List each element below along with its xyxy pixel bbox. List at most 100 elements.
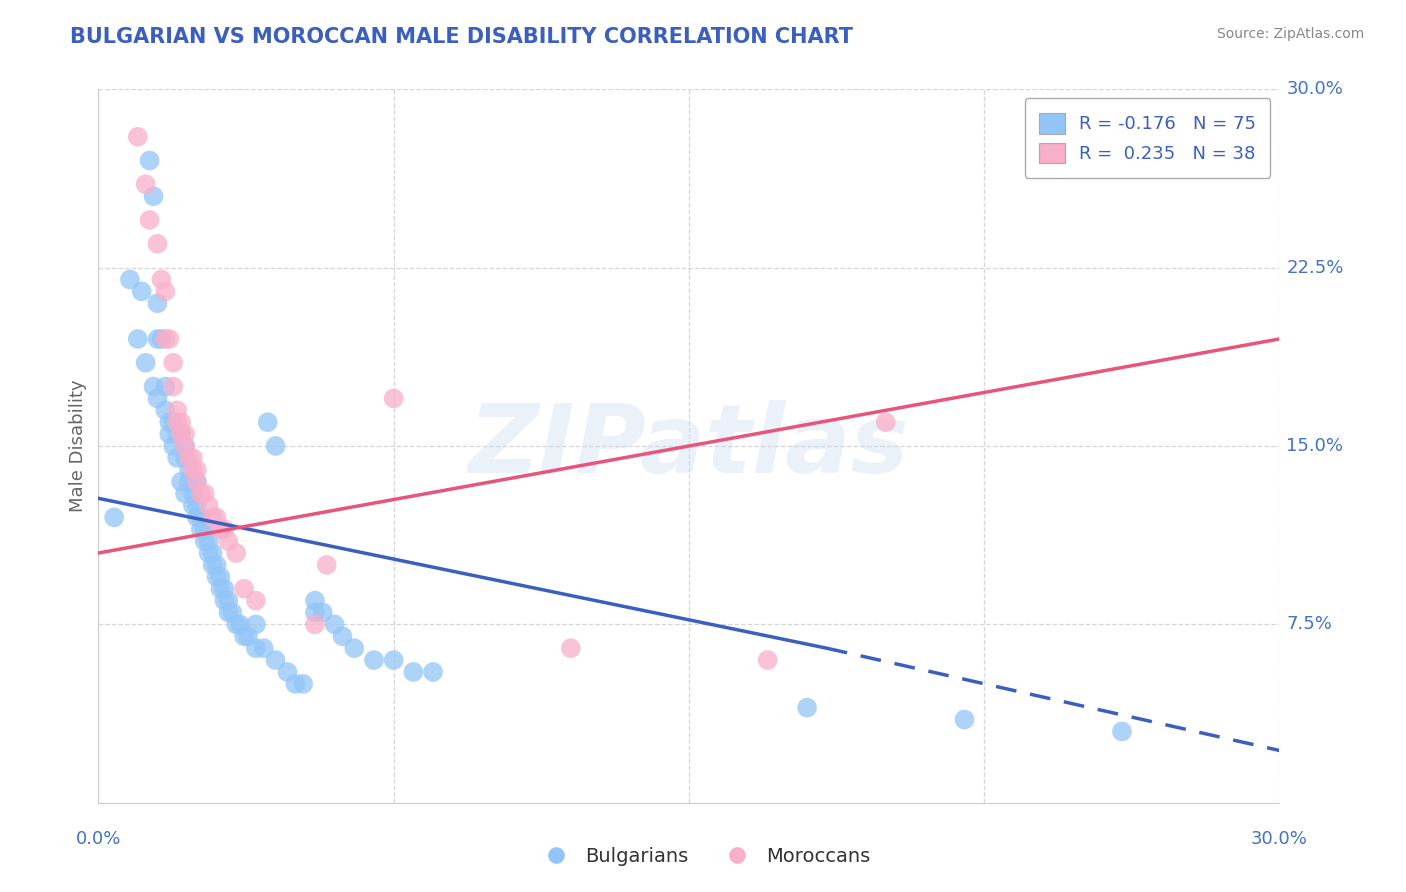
Point	[332, 629, 354, 643]
Point	[162, 439, 184, 453]
Point	[304, 593, 326, 607]
Point	[209, 582, 232, 596]
Point	[142, 379, 165, 393]
Point	[221, 606, 243, 620]
Point	[155, 379, 177, 393]
Point	[276, 665, 298, 679]
Point	[233, 582, 256, 596]
Point	[201, 546, 224, 560]
Point	[174, 450, 197, 465]
Point	[150, 272, 173, 286]
Point	[225, 546, 247, 560]
Point	[170, 415, 193, 429]
Point	[402, 665, 425, 679]
Point	[756, 653, 779, 667]
Point	[205, 510, 228, 524]
Point	[422, 665, 444, 679]
Point	[217, 606, 239, 620]
Point	[138, 153, 160, 168]
Y-axis label: Male Disability: Male Disability	[69, 380, 87, 512]
Point	[343, 641, 366, 656]
Point	[236, 629, 259, 643]
Point	[118, 272, 141, 286]
Point	[186, 510, 208, 524]
Point	[245, 593, 267, 607]
Point	[209, 522, 232, 536]
Point	[245, 617, 267, 632]
Point	[155, 332, 177, 346]
Point	[245, 641, 267, 656]
Point	[796, 700, 818, 714]
Point	[170, 427, 193, 442]
Point	[264, 439, 287, 453]
Point	[253, 641, 276, 656]
Point	[146, 332, 169, 346]
Point	[166, 427, 188, 442]
Point	[127, 129, 149, 144]
Point	[225, 617, 247, 632]
Point	[201, 558, 224, 572]
Point	[382, 653, 405, 667]
Point	[174, 486, 197, 500]
Point	[953, 713, 976, 727]
Point	[875, 415, 897, 429]
Point	[103, 510, 125, 524]
Legend: Bulgarians, Moroccans: Bulgarians, Moroccans	[529, 838, 877, 873]
Point	[284, 677, 307, 691]
Point	[229, 617, 252, 632]
Point	[190, 522, 212, 536]
Point	[150, 332, 173, 346]
Text: 7.5%: 7.5%	[1286, 615, 1333, 633]
Text: 0.0%: 0.0%	[76, 830, 121, 847]
Point	[292, 677, 315, 691]
Point	[135, 178, 157, 192]
Point	[186, 475, 208, 489]
Point	[186, 499, 208, 513]
Point	[186, 463, 208, 477]
Point	[560, 641, 582, 656]
Point	[194, 522, 217, 536]
Point	[201, 510, 224, 524]
Point	[181, 463, 204, 477]
Point	[166, 415, 188, 429]
Point	[162, 379, 184, 393]
Point	[155, 403, 177, 417]
Point	[197, 534, 219, 549]
Text: ZIPatlas: ZIPatlas	[468, 400, 910, 492]
Point	[214, 582, 236, 596]
Point	[214, 522, 236, 536]
Point	[166, 403, 188, 417]
Point	[177, 463, 200, 477]
Point	[157, 427, 180, 442]
Point	[186, 475, 208, 489]
Point	[170, 427, 193, 442]
Point	[146, 392, 169, 406]
Point	[256, 415, 278, 429]
Point	[197, 499, 219, 513]
Text: Source: ZipAtlas.com: Source: ZipAtlas.com	[1216, 27, 1364, 41]
Point	[217, 534, 239, 549]
Point	[323, 617, 346, 632]
Point	[304, 617, 326, 632]
Point	[363, 653, 385, 667]
Point	[217, 593, 239, 607]
Point	[127, 332, 149, 346]
Point	[197, 546, 219, 560]
Point	[135, 356, 157, 370]
Point	[304, 606, 326, 620]
Point	[162, 415, 184, 429]
Point	[177, 450, 200, 465]
Legend: R = -0.176   N = 75, R =  0.235   N = 38: R = -0.176 N = 75, R = 0.235 N = 38	[1025, 98, 1271, 178]
Point	[142, 189, 165, 203]
Text: 30.0%: 30.0%	[1251, 830, 1308, 847]
Text: 22.5%: 22.5%	[1286, 259, 1344, 277]
Point	[190, 510, 212, 524]
Text: 15.0%: 15.0%	[1286, 437, 1344, 455]
Point	[264, 653, 287, 667]
Point	[146, 296, 169, 310]
Point	[174, 439, 197, 453]
Point	[166, 450, 188, 465]
Point	[157, 332, 180, 346]
Point	[181, 450, 204, 465]
Point	[233, 629, 256, 643]
